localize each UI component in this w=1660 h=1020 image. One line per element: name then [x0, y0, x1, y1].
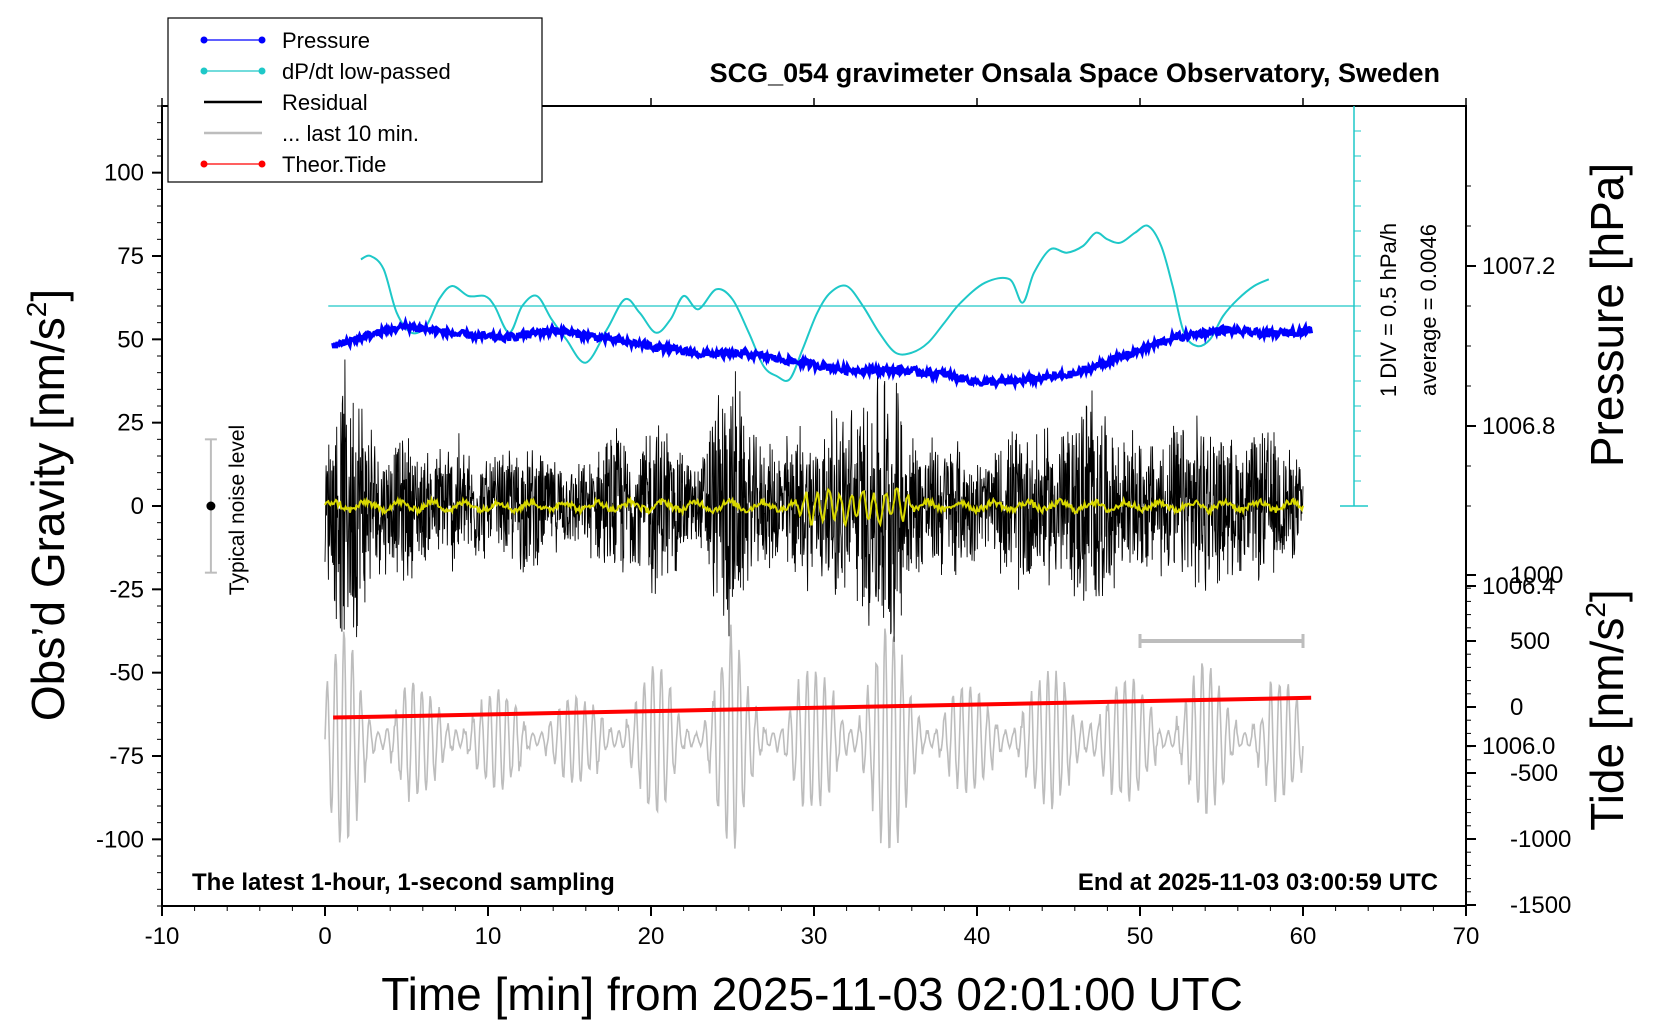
tide-axis-title: Tide [nm/s2]: [1580, 589, 1633, 830]
pressure-tick-label: 1006.8: [1482, 413, 1555, 440]
y-tick-label: 0: [131, 493, 144, 520]
legend-marker: [258, 160, 266, 168]
left-axis-title: Obs’d Gravity [nm/s2]: [21, 289, 74, 721]
noise-level-dot: [206, 501, 216, 511]
x-axis-title: Time [min] from 2025-11-03 02:01:00 UTC: [381, 968, 1243, 1020]
dpdt-average-label: average = 0.0046: [1416, 224, 1441, 396]
y-tick-label: -50: [109, 660, 144, 687]
legend-marker: [258, 67, 266, 75]
noise-level-label: Typical noise level: [226, 425, 249, 595]
y-tick-label: 50: [117, 326, 144, 353]
residual-lowpass-line: [324, 487, 1304, 528]
y-tick-label: -25: [109, 576, 144, 603]
pressure-line: [331, 315, 1314, 392]
legend-label: Residual: [282, 90, 368, 115]
legend-marker: [258, 36, 266, 44]
x-tick-label: -10: [145, 923, 180, 950]
tide-tick-label: -1000: [1510, 826, 1571, 853]
tide-line: [333, 695, 1312, 720]
x-tick-label: 20: [638, 923, 665, 950]
tide-tick-label: 0: [1510, 694, 1523, 721]
dpdt-scale-label: 1 DIV = 0.5 hPa/h: [1376, 223, 1401, 397]
x-tick-label: 40: [964, 923, 991, 950]
residual-line: [324, 359, 1304, 642]
x-tick-label: 60: [1290, 923, 1317, 950]
chart-title: SCG_054 gravimeter Onsala Space Observat…: [710, 58, 1440, 88]
footer-left: The latest 1-hour, 1-second sampling: [192, 869, 615, 896]
pressure-tick-label: 1006.4: [1482, 573, 1555, 600]
dpdt-line: [360, 224, 1270, 382]
label-layer: -10 0 10 20 30 40 50 60 701007550250-25-50-75-10…: [96, 160, 1571, 950]
legend-box: [167, 17, 543, 183]
x-tick-label: 30: [801, 923, 828, 950]
last-10-min-line: [324, 624, 1304, 849]
legend-marker: [200, 36, 208, 44]
x-tick-label: 70: [1453, 923, 1480, 950]
pressure-tick-label: 1007.2: [1482, 253, 1555, 280]
legend-label: dP/dt low-passed: [282, 59, 451, 84]
legend-label: ... last 10 min.: [282, 121, 419, 146]
x-tick-label: 50: [1127, 923, 1154, 950]
pressure-axis-title: Pressure [hPa]: [1581, 163, 1633, 467]
y-tick-label: 100: [104, 160, 144, 187]
legend: Pressure dP/dt low-passed Residual ... last…: [167, 17, 543, 183]
legend-label: Pressure: [282, 28, 370, 53]
tide-tick-label: 500: [1510, 628, 1550, 655]
y-tick-label: 75: [117, 243, 144, 270]
x-tick-label: 0: [318, 923, 331, 950]
footer-right: End at 2025-11-03 03:00:59 UTC: [1078, 869, 1438, 896]
y-tick-label: 25: [117, 410, 144, 437]
legend-marker: [200, 67, 208, 75]
legend-marker: [200, 160, 208, 168]
y-tick-label: -100: [96, 826, 144, 853]
series-layer: [204, 224, 1354, 849]
tide-tick-label: -1500: [1510, 892, 1571, 919]
x-tick-label: 10: [475, 923, 502, 950]
tide-tick-label: -500: [1510, 760, 1558, 787]
tide-tick-label: 1000: [1510, 562, 1563, 589]
pressure-tick-label: 1006.0: [1482, 733, 1555, 760]
legend-label: Theor.Tide: [282, 152, 386, 177]
y-tick-label: -75: [109, 743, 144, 770]
